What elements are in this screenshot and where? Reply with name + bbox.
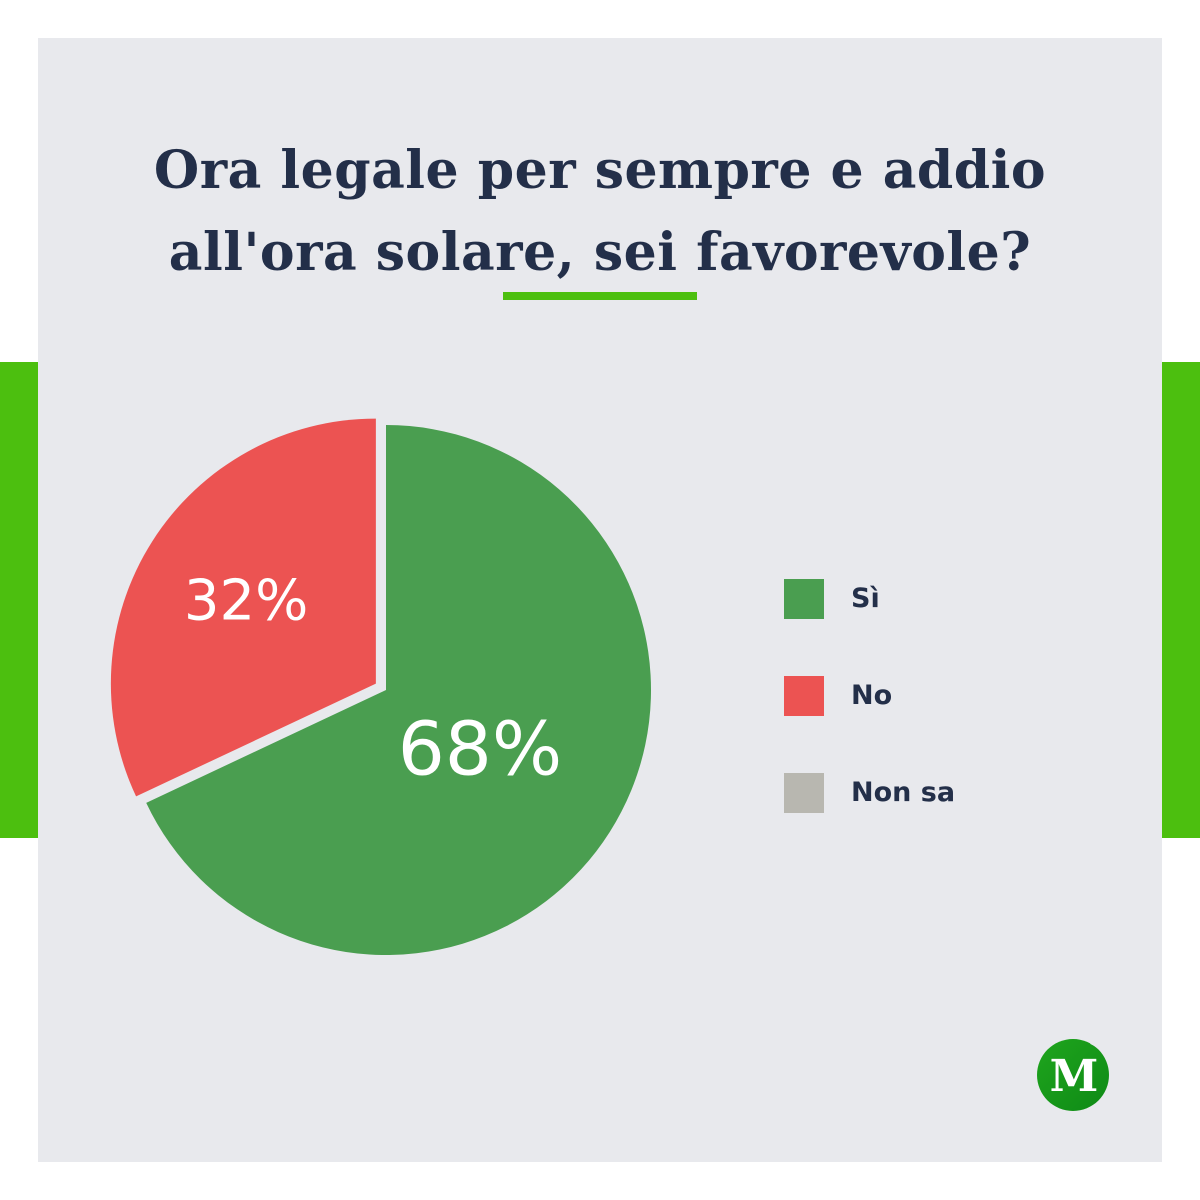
legend-label-non-sa: Non sa — [851, 777, 956, 808]
pie-chart: 68% 32% — [110, 418, 651, 955]
poll-card: Ora legale per sempre e addio all'ora so… — [38, 38, 1162, 1162]
legend-label-si: Sì — [851, 583, 880, 614]
pie-slice-no — [110, 418, 376, 797]
legend-swatch-no — [784, 676, 824, 716]
chart-title: Ora legale per sempre e addio all'ora so… — [38, 130, 1162, 294]
right-accent-bar — [1162, 362, 1200, 838]
pie-slice-s — [146, 425, 651, 955]
m-logo-icon: M — [1037, 1039, 1115, 1111]
legend-swatch-si — [784, 579, 824, 619]
chart-title-line-2: all'ora solare, sei favorevole? — [168, 222, 1032, 283]
logo-swoosh — [1090, 1040, 1115, 1074]
left-accent-bar — [0, 362, 38, 838]
legend-label-no: No — [851, 680, 893, 711]
logo-letter: M — [1050, 1051, 1099, 1102]
legend-swatch-non-sa — [784, 773, 824, 813]
pie-label-no: 32% — [184, 569, 308, 634]
title-divider — [503, 292, 697, 300]
logo-circle — [1037, 1039, 1109, 1111]
chart-title-line-1: Ora legale per sempre e addio — [153, 140, 1047, 201]
pie-label-s: 68% — [398, 707, 562, 793]
